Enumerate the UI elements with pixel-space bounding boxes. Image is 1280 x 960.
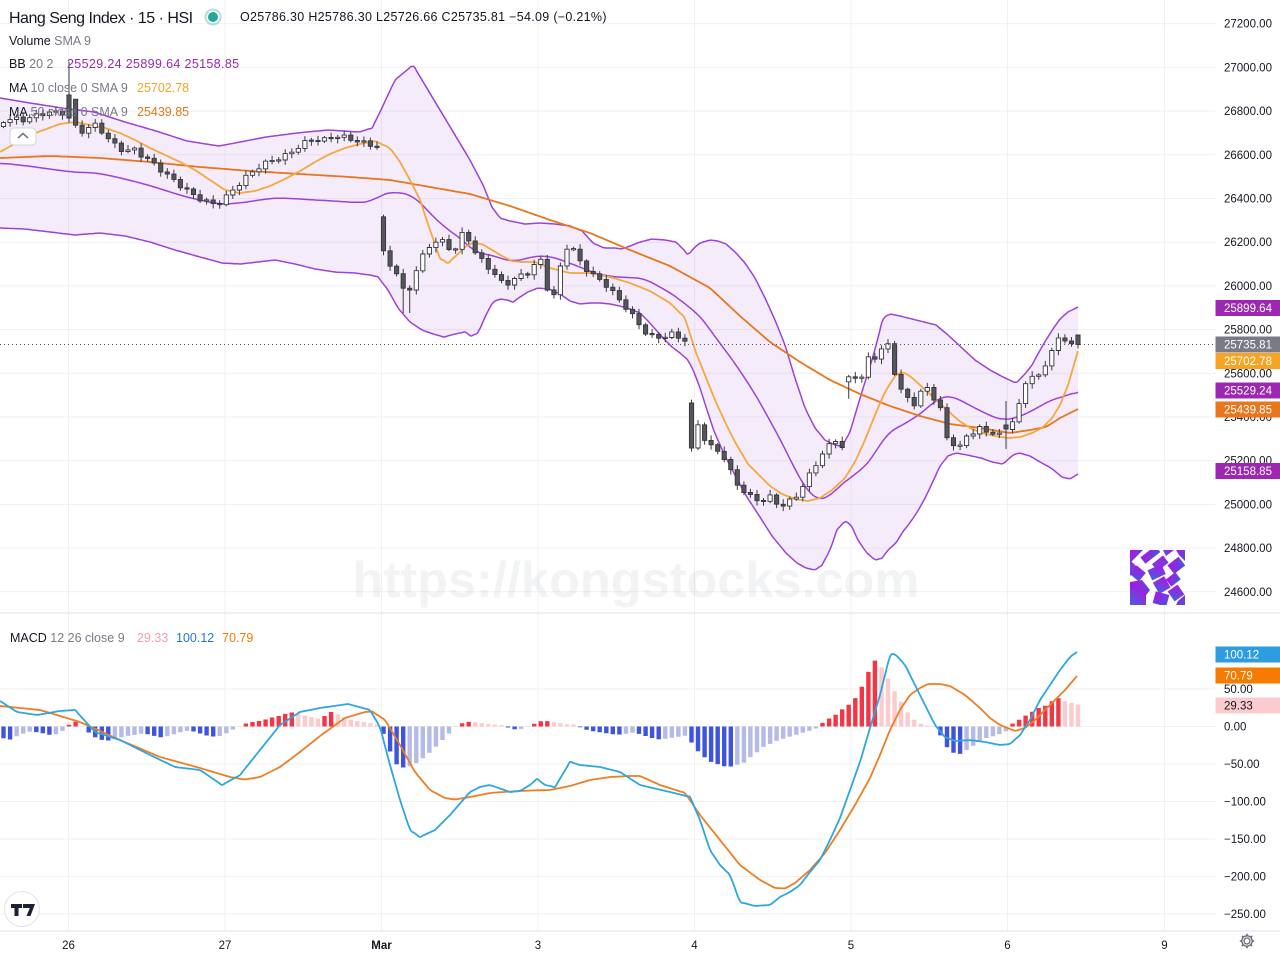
- svg-text:−100.00: −100.00: [1224, 797, 1266, 809]
- svg-text:25600.00: 25600.00: [1224, 368, 1272, 380]
- svg-text:−250.00: −250.00: [1224, 909, 1266, 921]
- svg-text:26200.00: 26200.00: [1224, 237, 1272, 249]
- svg-text:Volume SMA 9: Volume SMA 9: [9, 34, 91, 48]
- svg-text:27200.00: 27200.00: [1224, 19, 1272, 31]
- svg-text:https://kongstocks.com: https://kongstocks.com: [353, 551, 920, 608]
- svg-text:26000.00: 26000.00: [1224, 281, 1272, 293]
- svg-text:0.00: 0.00: [1224, 722, 1246, 734]
- svg-text:24800.00: 24800.00: [1224, 543, 1272, 555]
- svg-text:25702.78: 25702.78: [1224, 356, 1272, 368]
- svg-text:25800.00: 25800.00: [1224, 325, 1272, 337]
- svg-text:26: 26: [62, 940, 75, 952]
- svg-text:25735.81: 25735.81: [1224, 340, 1272, 352]
- svg-text:24600.00: 24600.00: [1224, 587, 1272, 599]
- svg-text:27: 27: [219, 940, 232, 952]
- svg-text:25899.64: 25899.64: [1224, 303, 1273, 315]
- svg-text:−200.00: −200.00: [1224, 872, 1266, 884]
- svg-text:9: 9: [1161, 940, 1167, 952]
- svg-text:6: 6: [1004, 940, 1010, 952]
- svg-text:−150.00: −150.00: [1224, 834, 1266, 846]
- svg-text:25000.00: 25000.00: [1224, 499, 1272, 511]
- svg-text:27000.00: 27000.00: [1224, 62, 1272, 74]
- svg-text:−50.00: −50.00: [1224, 759, 1260, 771]
- svg-text:Mar: Mar: [371, 940, 392, 952]
- svg-text:50.00: 50.00: [1224, 684, 1253, 696]
- svg-text:26800.00: 26800.00: [1224, 106, 1272, 118]
- svg-text:5: 5: [848, 940, 854, 952]
- svg-text:26400.00: 26400.00: [1224, 194, 1272, 206]
- svg-text:70.79: 70.79: [1224, 671, 1253, 683]
- svg-text:Hang Seng Index · 15 · HSI: Hang Seng Index · 15 · HSI: [9, 10, 193, 27]
- svg-text:25529.24: 25529.24: [1224, 386, 1273, 398]
- svg-text:25439.85: 25439.85: [1224, 405, 1272, 417]
- svg-text:100.12: 100.12: [1224, 650, 1259, 662]
- svg-text:3: 3: [535, 940, 541, 952]
- svg-text:4: 4: [691, 940, 698, 952]
- svg-text:29.33: 29.33: [1224, 701, 1253, 713]
- svg-text:O25786.30 H25786.30 L25726.6: O25786.30 H25786.30 L25726.66 C25735.81 …: [240, 10, 607, 24]
- svg-text:25158.85: 25158.85: [1224, 466, 1272, 478]
- svg-text:26600.00: 26600.00: [1224, 150, 1272, 162]
